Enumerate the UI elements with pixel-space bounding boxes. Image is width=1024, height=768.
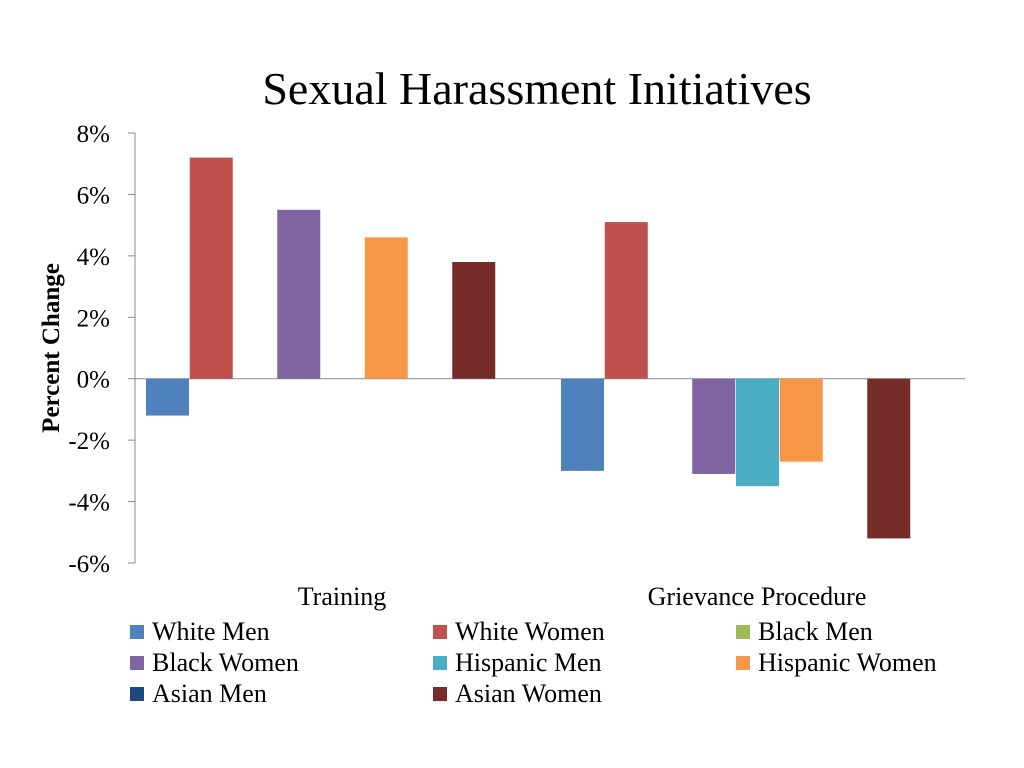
y-tick-label: -2% <box>68 428 110 455</box>
category-labels: Training Grievance Procedure <box>298 582 867 611</box>
legend-swatch <box>130 624 144 639</box>
legend-swatch <box>433 655 447 670</box>
legend-item: Hispanic Women <box>736 647 1010 677</box>
bar-white-men-grievance-procedure <box>561 378 604 471</box>
bars <box>146 157 911 539</box>
legend-swatch <box>130 655 144 670</box>
legend-label: Hispanic Women <box>758 647 937 677</box>
legend-label: White Men <box>152 616 270 646</box>
bar-white-women-training <box>189 157 233 379</box>
chart-title: Sexual Harassment Initiatives <box>262 63 812 114</box>
legend-item: Asian Women <box>433 678 736 708</box>
legend-label: Hispanic Men <box>455 647 602 677</box>
y-tick-label: 6% <box>77 182 110 209</box>
y-tick-label: 4% <box>77 244 110 271</box>
category-label: Grievance Procedure <box>648 582 867 611</box>
y-tick-label: 2% <box>77 305 110 332</box>
legend-item: Black Women <box>130 647 433 677</box>
y-ticks: 8% 6% 4% 2% 0% -2% -4% -6% <box>68 121 135 578</box>
legend-item: White Women <box>433 616 736 646</box>
bar-asian-women-training <box>452 262 496 379</box>
y-tick-label: 0% <box>77 367 110 394</box>
legend-swatch <box>433 686 447 701</box>
y-tick-label: 8% <box>77 121 110 148</box>
legend-label: White Women <box>455 616 605 646</box>
legend-label: Black Men <box>758 616 873 646</box>
legend-label: Black Women <box>152 647 299 677</box>
bar-hispanic-men-grievance-procedure <box>736 378 779 487</box>
legend-swatch <box>433 624 447 639</box>
bar-white-women-grievance-procedure <box>604 222 648 379</box>
legend-swatch <box>736 655 750 670</box>
legend-item: Hispanic Men <box>433 647 736 677</box>
legend-item: Black Men <box>736 616 1010 646</box>
bar-white-men-training <box>146 378 189 416</box>
legend-label: Asian Men <box>152 678 267 708</box>
legend-item: Asian Men <box>130 678 433 708</box>
bar-hispanic-women-grievance-procedure <box>779 378 823 462</box>
legend-swatch <box>130 686 144 701</box>
legend-swatch <box>736 624 750 639</box>
legend-label: Asian Women <box>455 678 602 708</box>
axes <box>134 133 965 563</box>
bar-asian-women-grievance-procedure <box>867 378 911 539</box>
legend: White Men White Women Black Men Black Women… <box>130 616 1010 708</box>
y-tick-label: -6% <box>68 551 110 578</box>
category-label: Training <box>298 582 387 611</box>
bar-black-women-grievance-procedure <box>692 378 736 474</box>
legend-item: White Men <box>130 616 433 646</box>
bar-hispanic-women-training <box>364 237 408 379</box>
y-tick-label: -4% <box>68 490 110 517</box>
bar-black-women-training <box>277 209 321 379</box>
